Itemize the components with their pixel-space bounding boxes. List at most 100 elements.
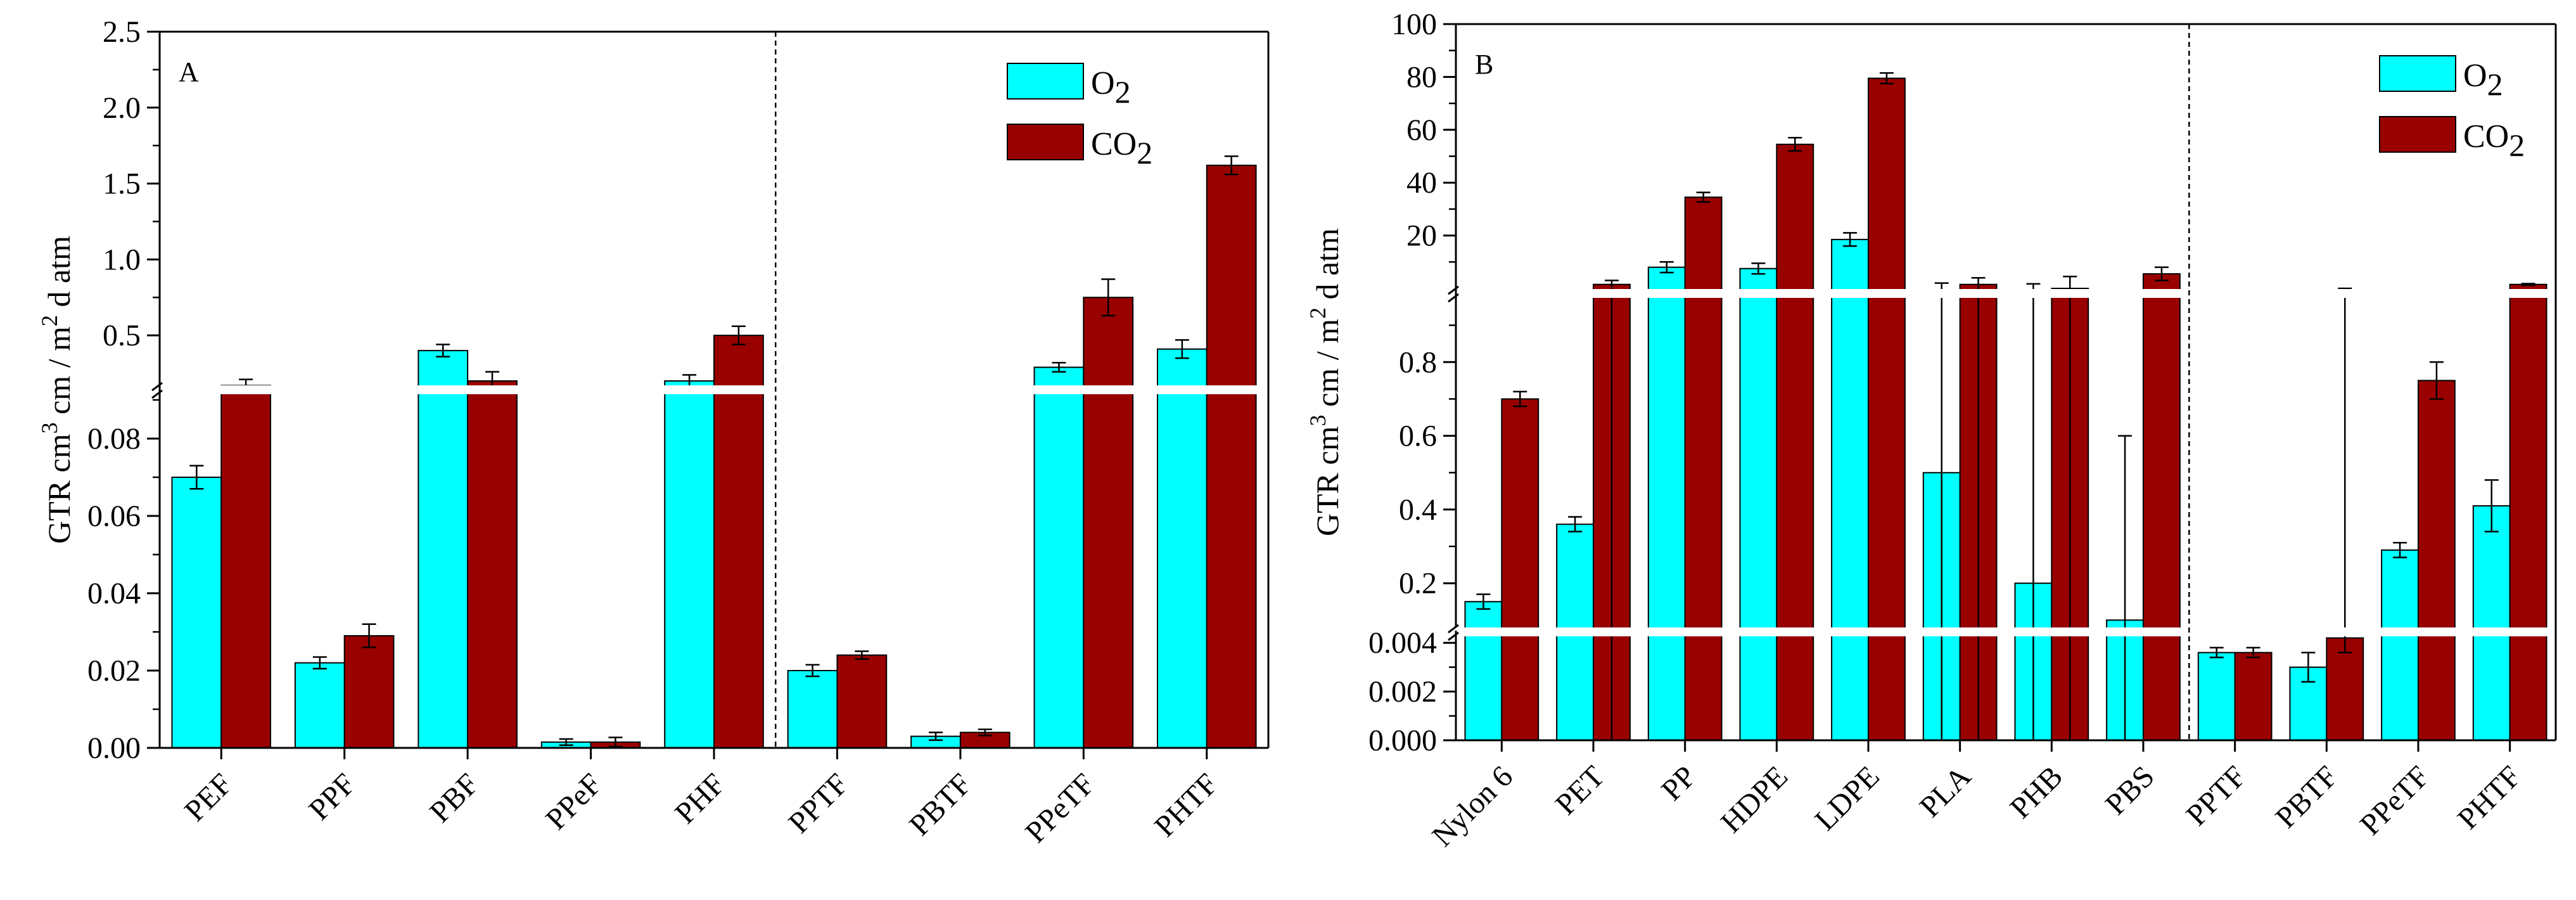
panelB-bar-co2-3 [1776,143,1814,742]
break-stroke [1448,631,1459,641]
panelB-axis-break-band-0 [1444,289,2556,298]
panelA-x-tick-label-6: PBTF [903,767,978,842]
panelA-y-tick-label: 0.06 [87,499,141,533]
panelA-x-tick-label-3: PPeF [539,767,608,836]
panelA-errorbar-co2-5 [855,650,869,660]
panelB-x-tick-label-9: PBTF [2269,759,2345,835]
panelA-errorbar-co2-8 [1224,155,1239,176]
panelB-bar-o2-4 [1831,238,1869,742]
panelB-errorbar-co2-10 [2429,361,2444,400]
panelB-bar-o2-0 [1464,601,1503,741]
panelA-x-tick-label-2: PBF [423,767,485,829]
panelB-y-tick-label: 0.8 [1399,345,1437,379]
panelB-bar-co2-7 [2143,273,2181,741]
panelB-bar-o2-8 [2197,652,2236,741]
panelA-y-tick-label: 2.0 [103,91,141,125]
panelB-x-tick-label-10: PPeTF [2354,759,2436,842]
panelB-errorbar-o2-3 [1751,262,1766,275]
panelA-y-tick-label: 0.5 [103,319,141,352]
panelA-bar-co2-2 [467,380,518,749]
panelB-x-tick-label-3: HDPE [1714,759,1794,839]
panelB-errorbar-co2-4 [1879,72,1894,85]
panelB-axis-break-band-1 [1444,627,2556,636]
panelA-legend-label-1: CO2 [1091,126,1152,170]
panelA-errorbar-co2-6 [978,728,992,736]
panelB-errorbar-o2-4 [1843,232,1858,247]
panelB-y-tick-label: 0.4 [1399,493,1437,527]
panelA-x-tick-label-1: PPF [302,767,362,826]
panelB-y-axis-label: GTR cm3 cm / m2 d atm [1305,228,1345,536]
panelB-y-tick-label: 0.6 [1399,420,1437,453]
panelA-axis-break-mark-0 [151,382,163,399]
panelB-legend-swatch-0 [2379,55,2456,92]
panelA-bar-o2-7 [1033,366,1085,749]
panelB-x-tick-label-1: PET [1549,759,1611,821]
panelA-bar-co2-0 [220,385,272,749]
panelB-errorbar-co2-11 [2521,283,2535,286]
panelB-errorbar-co2-8 [2246,646,2260,659]
panelB-errorbar-co2-9 [2338,287,2352,653]
panelB-bar-co2-4 [1868,77,1906,742]
panelB-bar-o2-3 [1739,267,1778,742]
panelA-bar-o2-8 [1157,348,1208,749]
panelB-panel-label: B [1475,49,1493,80]
panelA-y-tick-label: 1.5 [103,167,141,201]
panelA-bar-co2-4 [713,335,764,749]
panelA-y-tick-label: 2.5 [103,15,141,49]
panelB-errorbar-o2-0 [1476,593,1491,610]
panelB-bar-o2-2 [1647,266,1686,741]
panelB-y-tick-label: 0.2 [1399,567,1437,600]
panelA-y-tick-label: 0.04 [87,577,141,610]
break-stroke [1448,293,1459,303]
panelA-errorbar-o2-3 [559,738,573,746]
panelB-bar-co2-9 [2326,637,2364,741]
panelB-errorbar-co2-7 [2154,266,2169,281]
break-stroke [151,389,163,399]
panelB-bar-o2-10 [2381,549,2419,741]
panelA-bar-co2-5 [836,654,888,749]
panelA-legend-swatch-0 [1007,63,1084,100]
panelA-x-tick-label-7: PPeTF [1019,767,1101,849]
panelA-y-axis-label: GTR cm3 cm / m2 d atm [37,236,77,544]
panelA-errorbar-o2-2 [436,344,450,357]
panelB-y-tick-label: 60 [1406,113,1437,147]
panelB-x-tick-label-5: PLA [1913,759,1978,824]
panelB-errorbar-co2-3 [1788,137,1802,152]
panelB-errorbar-o2-9 [2301,652,2316,683]
panelB-y-tick-label: 20 [1406,219,1437,253]
panelA-errorbar-co2-7 [1101,278,1116,317]
panelA-errorbar-o2-7 [1052,362,1066,373]
panelA-bar-co2-8 [1206,164,1257,749]
break-stroke [151,382,163,392]
panelA-x-tick-label-0: PEF [178,767,239,828]
panelB-legend-label-0: O2 [2463,58,2503,102]
panelA-errorbar-o2-0 [189,465,204,490]
panelA-errorbar-co2-1 [362,623,376,648]
panelB-y-tick-label: 80 [1406,60,1437,94]
panelB-y-tick-label: 40 [1406,166,1437,200]
panelA-x-tick-label-5: PPTF [782,767,855,840]
panelB-errorbar-co2-2 [1696,191,1711,203]
panelB-errorbar-co2-0 [1513,390,1527,408]
panelA-legend-swatch-1 [1007,124,1084,160]
panelB-x-tick-label-0: Nylon 6 [1425,759,1519,853]
panelA-errorbar-o2-5 [805,664,820,678]
panelA-x-tick-label-4: PHF [668,767,732,830]
panelA-x-tick-label-8: PHTF [1148,767,1224,843]
panelA-y-tick-label: 1.0 [103,243,141,276]
panelA-errorbar-o2-1 [312,656,327,670]
panelA-legend-label-0: O2 [1091,65,1131,110]
panelB-y-tick-label: 0.004 [1368,626,1437,660]
panelB-x-tick-label-2: PP [1655,759,1702,807]
panelA-bar-co2-7 [1083,297,1134,749]
panelB-x-tick-label-7: PBS [2099,759,2161,821]
panelB-errorbar-o2-2 [1659,261,1674,274]
panelB-y-tick-label: 0.002 [1368,675,1437,709]
break-stroke [1448,285,1459,295]
panelB-bar-co2-10 [2418,380,2456,741]
panelA-bar-o2-1 [294,662,345,749]
panelB-y-tick-label: 0.000 [1368,724,1437,757]
panelA-errorbar-co2-4 [731,325,746,345]
panelB-x-tick-label-8: PPTF [2180,759,2253,832]
